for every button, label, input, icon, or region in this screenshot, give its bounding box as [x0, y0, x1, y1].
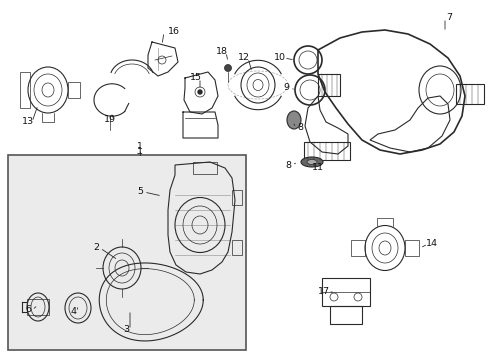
- Bar: [330, 306, 362, 324]
- Bar: [351, 240, 365, 256]
- Bar: [68, 82, 80, 98]
- Text: 11: 11: [312, 163, 324, 172]
- Bar: [304, 142, 350, 160]
- Text: 15: 15: [190, 73, 202, 82]
- Bar: [405, 240, 419, 256]
- Text: 4: 4: [70, 307, 76, 316]
- Text: 8: 8: [285, 161, 291, 170]
- Ellipse shape: [301, 157, 323, 167]
- Bar: [193, 162, 217, 174]
- Text: 10: 10: [274, 54, 286, 63]
- Bar: [232, 190, 242, 205]
- Text: 8: 8: [297, 123, 303, 132]
- Bar: [8, 155, 246, 350]
- Text: 17: 17: [318, 288, 330, 297]
- Text: 2: 2: [93, 243, 99, 252]
- Bar: [322, 278, 370, 306]
- Text: 3: 3: [123, 325, 129, 334]
- Bar: [232, 240, 242, 255]
- Bar: [27, 299, 49, 315]
- Bar: [456, 84, 484, 104]
- Text: 9: 9: [283, 84, 289, 93]
- Text: 1: 1: [137, 147, 143, 156]
- Circle shape: [224, 64, 231, 72]
- Text: 5: 5: [137, 188, 143, 197]
- Text: 1: 1: [137, 142, 143, 151]
- Text: 19: 19: [104, 116, 116, 125]
- Text: 13: 13: [22, 117, 34, 126]
- Bar: [318, 74, 340, 96]
- Circle shape: [198, 90, 202, 94]
- Text: 6: 6: [25, 306, 31, 315]
- Text: 14: 14: [426, 239, 438, 248]
- Text: 12: 12: [238, 54, 250, 63]
- Text: 16: 16: [168, 27, 180, 36]
- Ellipse shape: [287, 111, 301, 129]
- Text: 7: 7: [446, 13, 452, 22]
- Text: 18: 18: [216, 48, 228, 57]
- Ellipse shape: [307, 159, 317, 165]
- Bar: [20, 72, 30, 108]
